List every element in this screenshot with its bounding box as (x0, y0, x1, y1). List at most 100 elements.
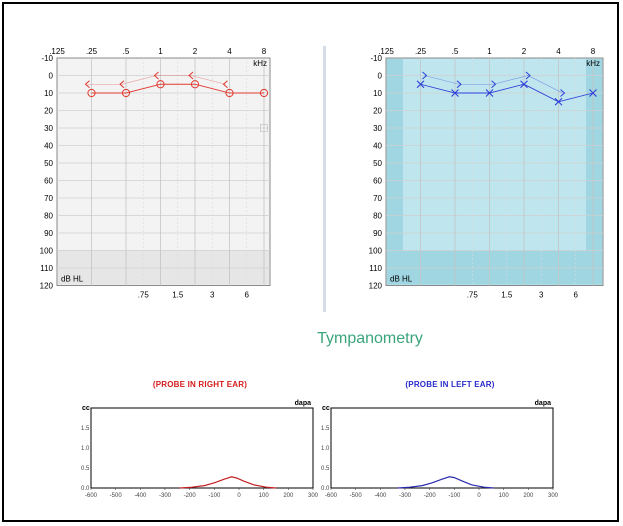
tymp-x-tick-label: 200 (523, 493, 534, 499)
freq-tick-label: 2 (522, 47, 527, 56)
marker-circle (190, 80, 200, 89)
marker-bracket-right (560, 89, 566, 97)
khz-unit-label: kHz (586, 59, 600, 68)
db-tick-label: 110 (369, 264, 382, 273)
khz-unit-label: kHz (253, 59, 267, 68)
tymp-x-tick-label: -400 (134, 493, 147, 499)
plot-background (56, 57, 271, 286)
freq-tick-label: 8 (591, 47, 596, 56)
tymp-y-tick-label: 0.5 (321, 466, 330, 472)
freq-tick-label-bottom: 3 (210, 291, 215, 300)
freq-tick-label-bottom: .75 (138, 291, 150, 300)
db-tick-label: 0 (378, 72, 383, 81)
marker-cross (554, 97, 563, 106)
db-tick-label: -10 (370, 54, 382, 63)
tymp-x-tick-label: -300 (159, 493, 172, 499)
db-tick-label: 120 (40, 282, 54, 291)
marker-circle (87, 88, 96, 98)
db-tick-label: 50 (373, 159, 382, 168)
freq-tick-label: 1 (158, 47, 163, 56)
db-tick-label: 10 (373, 89, 382, 98)
tymp-dapa-label: dapa (295, 400, 311, 407)
marker-cross (451, 89, 459, 97)
db-tick-label: 110 (40, 264, 53, 273)
marker-bracket-right (491, 80, 497, 89)
tymp-x-tick-label: -500 (350, 493, 363, 499)
tymp-x-tick-label: -100 (208, 493, 221, 499)
db-tick-label: 60 (44, 177, 53, 186)
marker-circle (225, 88, 234, 98)
plot-background (385, 57, 604, 286)
marker-bracket-left (153, 71, 159, 80)
db-tick-label: 90 (44, 229, 53, 238)
freq-tick-label: 4 (556, 47, 561, 56)
low-region-shade (58, 250, 269, 285)
freq-tick-label: .5 (123, 47, 130, 56)
audiogram-left-ear: .125 .25 .5 1 2 4 8 .75 1.5 3 6 kHz dB HL -10 0 10 20 30 4… (369, 47, 604, 300)
tymp-x-tick-label: -600 (85, 493, 98, 499)
side-shade-left (387, 59, 403, 285)
series-line-bracket-right (424, 75, 563, 94)
tymp-x-tick-label: -200 (424, 493, 437, 499)
marker-cross (520, 80, 528, 89)
freq-tick-label-bottom: 1.5 (501, 291, 513, 300)
marker-circle (259, 88, 269, 98)
tymp-cc-label: cc (322, 405, 330, 412)
marker-bracket-right (456, 80, 462, 89)
tymp-x-tick-label: -500 (110, 493, 123, 499)
marker-circle (156, 80, 165, 89)
db-tick-label: 30 (44, 124, 53, 133)
db-tick-label: 0 (49, 72, 54, 81)
tympanogram-left-ear: cc dapa 1.5 1.0 0.5 0.0-600 -500 -400 -300 -200 -1… (321, 400, 559, 499)
freq-tick-label-bottom: 3 (539, 291, 544, 300)
freq-tick-label-bottom: 6 (574, 291, 579, 300)
db-tick-label: 80 (373, 212, 382, 221)
marker-bracket-left (222, 80, 228, 89)
marker-cross (485, 89, 494, 97)
marker-bracket-left (188, 71, 194, 80)
tymp-y-tick-label: 0.5 (81, 466, 90, 472)
db-tick-label: -10 (41, 54, 53, 63)
probe-right-ear-label: (PROBE IN RIGHT EAR) (152, 380, 248, 389)
tymp-x-tick-label: -600 (325, 493, 338, 499)
marker-square (260, 124, 268, 132)
series-line-bracket-left (87, 75, 226, 85)
marker-bracket-left (119, 80, 125, 89)
freq-tick-label: 2 (193, 47, 198, 56)
marker-cross (589, 89, 597, 97)
tymp-x-tick-label: 0 (237, 493, 241, 499)
db-tick-label: 100 (40, 247, 54, 256)
freq-tick-label: .5 (452, 47, 459, 56)
tymp-y-tick-label: 1.5 (81, 426, 90, 432)
tympanogram-right-ear: cc dapa 1.5 1.0 0.5 0.0-600 -500 -400 -300 -200 -1… (81, 400, 319, 499)
db-tick-label: 50 (44, 159, 53, 168)
audiogram-right-ear: .125 .25 .5 1 2 4 8 .75 1.5 3 6 kHz dB HL -10 0 10 20 30 4… (40, 47, 271, 300)
freq-tick-label: .125 (49, 47, 65, 56)
db-tick-label: 70 (44, 194, 53, 203)
db-tick-label: 70 (373, 194, 382, 203)
db-tick-label: 40 (373, 142, 382, 151)
freq-tick-label: 4 (227, 47, 232, 56)
tymp-y-tick-label: 1.0 (81, 446, 90, 452)
panel-divider (323, 46, 326, 312)
freq-tick-label: 8 (262, 47, 267, 56)
tymp-curve (179, 476, 277, 489)
db-tick-label: 100 (369, 247, 383, 256)
db-hl-unit-label: dB HL (390, 275, 413, 284)
tymp-x-tick-label: -100 (448, 493, 461, 499)
freq-tick-label: .25 (86, 47, 98, 56)
tymp-x-tick-label: 100 (259, 493, 270, 499)
tymp-curve (397, 476, 494, 489)
freq-tick-label-bottom: 1.5 (172, 291, 184, 300)
tymp-x-tick-label: 300 (548, 493, 559, 499)
db-tick-label: 80 (44, 212, 53, 221)
tymp-plot-area (330, 407, 554, 489)
tymp-dapa-label: dapa (535, 400, 551, 407)
db-tick-label: 20 (44, 107, 53, 116)
tymp-x-tick-label: 0 (477, 493, 481, 499)
tymp-x-tick-label: 200 (283, 493, 294, 499)
probe-left-ear-label: (PROBE IN LEFT EAR) (405, 380, 495, 389)
series-line-circle (91, 83, 264, 94)
low-region-shade (387, 250, 602, 285)
tymp-x-tick-label: 100 (499, 493, 510, 499)
